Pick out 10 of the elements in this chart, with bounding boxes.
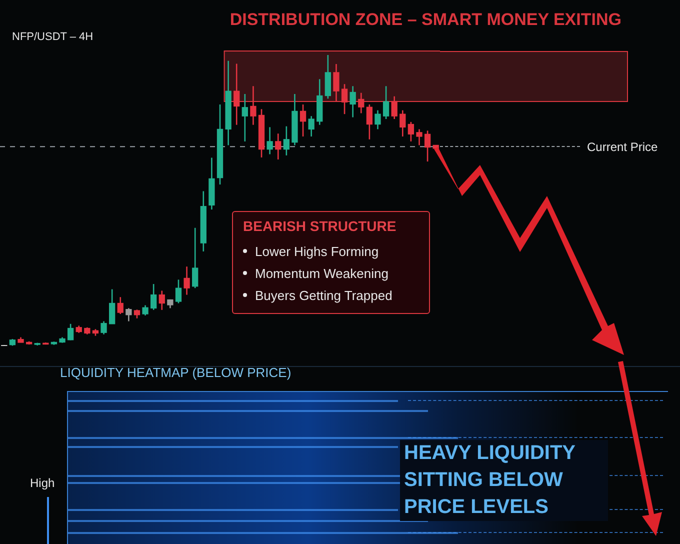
- chart-title: NFP/USDT – 4H: [12, 31, 94, 44]
- text: LIQUIDITY HEATMAP (BELOW PRICE): [60, 365, 292, 380]
- annotation: Buyers Getting Trapped: [255, 288, 392, 302]
- text: High: [30, 476, 55, 490]
- ref-line-label: Current Price: [587, 138, 658, 155]
- band-label: DISTRIBUTION ZONE – SMART MONEY EXITING: [228, 10, 622, 30]
- annotation: Lower Highs Forming: [255, 244, 379, 258]
- annotation: Momentum Weakening: [255, 266, 388, 280]
- text: HEAVY LIQUIDITY SITTING BELOW PRICE LEVELS: [404, 442, 576, 518]
- annotation: BEARISH STRUCTURE: [243, 218, 396, 234]
